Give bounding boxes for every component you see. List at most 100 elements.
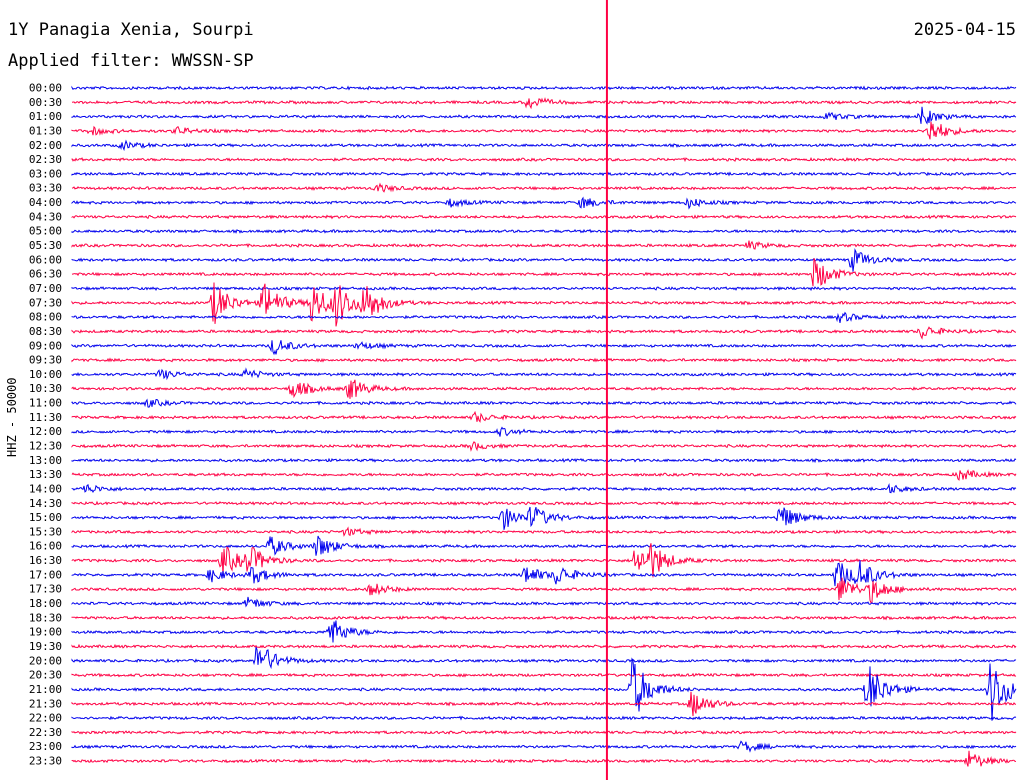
trace-1830: [71, 615, 1017, 621]
trace-1100: [71, 398, 1017, 408]
trace-2330: [71, 750, 1016, 767]
time-label-1230: 12:30: [29, 440, 62, 453]
trace-2300: [71, 740, 1017, 753]
time-label-0300: 03:00: [29, 167, 62, 180]
trace-2230: [71, 729, 1017, 735]
time-label-0230: 02:30: [29, 153, 62, 166]
trace-1400: [71, 483, 1017, 494]
time-label-2230: 22:30: [29, 726, 62, 739]
trace-0130: [71, 121, 1017, 140]
time-label-1600: 16:00: [29, 540, 62, 553]
trace-1530: [71, 526, 1017, 537]
trace-1030: [71, 379, 1017, 399]
trace-2200: [71, 715, 1017, 721]
time-label-2200: 22:00: [29, 712, 62, 725]
time-label-1500: 15:00: [29, 511, 62, 524]
trace-0630: [71, 258, 1017, 287]
time-label-2100: 21:00: [29, 683, 62, 696]
trace-1600: [71, 535, 1017, 556]
trace-1500: [71, 506, 1017, 530]
time-label-0630: 06:30: [29, 268, 62, 281]
time-label-0800: 08:00: [29, 311, 62, 324]
time-label-1200: 12:00: [29, 425, 62, 438]
trace-1300: [71, 457, 1017, 464]
time-label-1400: 14:00: [29, 482, 62, 495]
trace-1930: [71, 643, 1017, 649]
trace-0800: [71, 311, 1017, 323]
time-label-0130: 01:30: [29, 124, 62, 137]
trace-0230: [71, 156, 1017, 163]
trace-1000: [71, 367, 1017, 381]
trace-1430: [71, 500, 1017, 506]
station-title: 1Y Panagia Xenia, Sourpi: [8, 20, 254, 40]
trace-0200: [71, 139, 1017, 152]
trace-2030: [71, 672, 1017, 678]
trace-0500: [71, 228, 1017, 234]
time-label-2030: 20:30: [29, 669, 62, 682]
trace-0300: [71, 171, 1017, 177]
time-label-0330: 03:30: [29, 182, 62, 195]
time-label-1630: 16:30: [29, 554, 62, 567]
trace-2130: [71, 691, 1017, 717]
time-label-1700: 17:00: [29, 568, 62, 581]
time-label-1030: 10:30: [29, 382, 62, 395]
time-label-1430: 14:30: [29, 497, 62, 510]
time-label-1300: 13:00: [29, 454, 62, 467]
time-label-1930: 19:30: [29, 640, 62, 653]
trace-0000: [71, 85, 1017, 91]
time-label-1800: 18:00: [29, 597, 62, 610]
time-label-1900: 19:00: [29, 626, 62, 639]
trace-2100: [71, 657, 1017, 721]
time-label-2130: 21:30: [29, 697, 62, 710]
trace-0100: [71, 106, 1017, 125]
time-label-0930: 09:30: [29, 354, 62, 367]
time-label-1530: 15:30: [29, 525, 62, 538]
trace-1800: [71, 596, 1017, 608]
time-label-0530: 05:30: [29, 239, 62, 252]
time-label-0430: 04:30: [29, 210, 62, 223]
trace-1700: [71, 559, 1017, 587]
trace-0030: [71, 97, 1017, 110]
time-label-1130: 11:30: [29, 411, 62, 424]
time-label-0000: 00:00: [29, 82, 62, 95]
time-label-0830: 08:30: [29, 325, 62, 338]
time-label-0730: 07:30: [29, 296, 62, 309]
trace-0830: [71, 326, 1017, 340]
time-label-0700: 07:00: [29, 282, 62, 295]
time-label-0200: 02:00: [29, 139, 62, 152]
time-label-2330: 23:30: [29, 755, 62, 768]
trace-0930: [71, 357, 1017, 363]
trace-0900: [71, 340, 1017, 356]
time-label-0400: 04:00: [29, 196, 62, 209]
trace-0730: [71, 282, 1017, 327]
time-label-2300: 23:00: [29, 740, 62, 753]
trace-0430: [71, 214, 1017, 220]
time-label-0100: 01:00: [29, 110, 62, 123]
time-label-1000: 10:00: [29, 368, 62, 381]
trace-1200: [71, 426, 1017, 437]
time-label-2000: 20:00: [29, 654, 62, 667]
trace-1130: [71, 410, 1017, 423]
trace-0400: [71, 196, 1017, 210]
trace-0700: [71, 285, 1017, 292]
time-label-0900: 09:00: [29, 339, 62, 352]
time-label-0500: 05:00: [29, 225, 62, 238]
time-label-1330: 13:30: [29, 468, 62, 481]
plot-date: 2025-04-15: [913, 20, 1016, 40]
trace-1900: [71, 620, 1017, 643]
trace-0330: [71, 182, 1017, 193]
trace-2000: [71, 647, 1017, 670]
time-label-1830: 18:30: [29, 611, 62, 624]
trace-0530: [71, 240, 1017, 250]
trace-0600: [71, 248, 1017, 272]
time-label-1100: 11:00: [29, 397, 62, 410]
trace-1630: [71, 543, 1017, 578]
trace-1230: [71, 441, 1017, 452]
time-label-1730: 17:30: [29, 583, 62, 596]
trace-1330: [71, 469, 1017, 481]
trace-1730: [71, 577, 1017, 604]
filter-label: Applied filter: WWSSN-SP: [8, 51, 254, 71]
time-label-0600: 06:00: [29, 253, 62, 266]
time-label-0030: 00:30: [29, 96, 62, 109]
